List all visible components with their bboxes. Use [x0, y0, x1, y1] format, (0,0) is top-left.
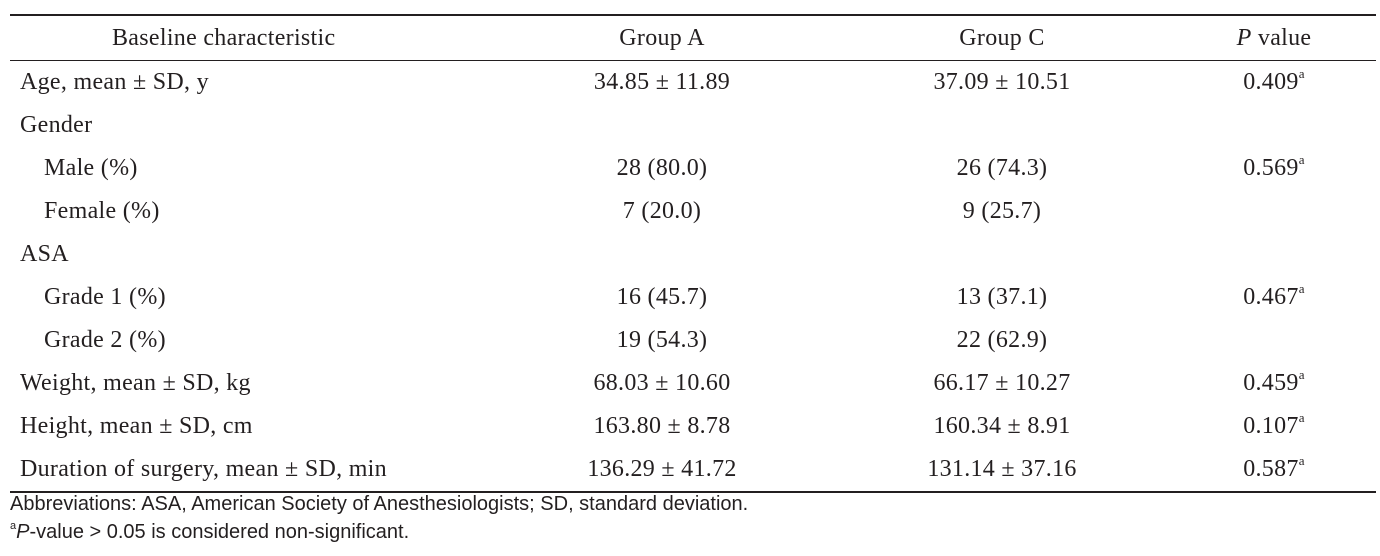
- p-value-number: 0.459: [1243, 370, 1299, 396]
- group-a-value: [492, 104, 832, 147]
- table-row: ASA: [10, 233, 1376, 276]
- header-p-italic: P: [1236, 24, 1252, 51]
- group-c-value: 13 (37.1): [956, 284, 1048, 310]
- row-label: Gender: [20, 112, 93, 138]
- p-value-footnote-mark: a: [1298, 410, 1305, 425]
- group-c-value: 37.09 ± 10.51: [933, 69, 1071, 95]
- p-value-number: 0.587: [1243, 456, 1299, 482]
- p-value-footnote-mark: a: [1298, 66, 1305, 81]
- p-value: 0.107a: [1172, 405, 1376, 448]
- row-label: Weight, mean ± SD, kg: [20, 370, 251, 396]
- row-label: Age, mean ± SD, y: [20, 69, 209, 95]
- p-value: 0.459a: [1172, 362, 1376, 405]
- row-label: Male (%): [44, 155, 138, 181]
- baseline-characteristics-table: Baseline characteristic Group A Group C …: [10, 14, 1376, 493]
- significance-note-text: -value > 0.05 is considered non-signific…: [29, 521, 410, 543]
- group-c-value: 66.17 ± 10.27: [933, 370, 1071, 396]
- group-a-value: [492, 233, 832, 276]
- row-label: Grade 2 (%): [44, 327, 166, 353]
- p-value-footnote-mark: a: [1298, 281, 1305, 296]
- group-a-value: 68.03 ± 10.60: [593, 370, 731, 396]
- row-label: Female (%): [44, 198, 160, 224]
- table-footnotes: Abbreviations: ASA, American Society of …: [10, 490, 748, 546]
- table-row: Male (%) 28 (80.0) 26 (74.3) 0.569a: [10, 147, 1376, 190]
- group-c-value: 22 (62.9): [956, 327, 1048, 353]
- abbreviations-note: Abbreviations: ASA, American Society of …: [10, 493, 749, 515]
- row-label: ASA: [20, 241, 69, 267]
- p-value: [1172, 104, 1376, 147]
- group-c-value: 131.14 ± 37.16: [927, 456, 1077, 482]
- p-value: 0.587a: [1172, 448, 1376, 492]
- p-value-footnote-mark: a: [1298, 367, 1305, 382]
- group-c-value: 9 (25.7): [962, 198, 1042, 224]
- p-value: [1172, 233, 1376, 276]
- group-a-value: 28 (80.0): [616, 155, 708, 181]
- significance-note-p: P: [16, 521, 30, 543]
- group-a-value: 7 (20.0): [622, 198, 702, 224]
- table-row: Grade 2 (%) 19 (54.3) 22 (62.9): [10, 319, 1376, 362]
- p-value: 0.409a: [1172, 61, 1376, 105]
- p-value: [1172, 319, 1376, 362]
- header-characteristic: Baseline characteristic: [112, 24, 336, 51]
- p-value-number: 0.409: [1243, 69, 1299, 95]
- table-row: Height, mean ± SD, cm 163.80 ± 8.78 160.…: [10, 405, 1376, 448]
- table-row: Female (%) 7 (20.0) 9 (25.7): [10, 190, 1376, 233]
- table-row: Gender: [10, 104, 1376, 147]
- group-c-value: [832, 104, 1172, 147]
- p-value-footnote-mark: a: [1298, 152, 1305, 167]
- baseline-table-container: Baseline characteristic Group A Group C …: [10, 14, 1376, 493]
- group-a-value: 163.80 ± 8.78: [593, 413, 731, 439]
- group-c-value: 26 (74.3): [956, 155, 1048, 181]
- p-value-footnote-mark: a: [1298, 453, 1305, 468]
- group-a-value: 136.29 ± 41.72: [587, 456, 737, 482]
- table-row: Duration of surgery, mean ± SD, min 136.…: [10, 448, 1376, 492]
- header-p-value: P value: [1172, 15, 1376, 61]
- group-a-value: 16 (45.7): [616, 284, 708, 310]
- group-a-value: 19 (54.3): [616, 327, 708, 353]
- row-label: Height, mean ± SD, cm: [20, 413, 253, 439]
- significance-note: aP-value > 0.05 is considered non-signif…: [10, 518, 748, 546]
- header-group-c: Group C: [959, 24, 1045, 51]
- row-label: Grade 1 (%): [44, 284, 166, 310]
- header-group-a: Group A: [619, 24, 705, 51]
- table-row: Grade 1 (%) 16 (45.7) 13 (37.1) 0.467a: [10, 276, 1376, 319]
- group-c-value: 160.34 ± 8.91: [933, 413, 1071, 439]
- group-a-value: 34.85 ± 11.89: [593, 69, 731, 95]
- table-row: Age, mean ± SD, y 34.85 ± 11.89 37.09 ± …: [10, 61, 1376, 105]
- header-p-rest: value: [1251, 24, 1312, 51]
- significance-note-mark: a: [10, 520, 17, 532]
- p-value-number: 0.107: [1243, 413, 1299, 439]
- p-value-number: 0.569: [1243, 155, 1299, 181]
- table-row: Weight, mean ± SD, kg 68.03 ± 10.60 66.1…: [10, 362, 1376, 405]
- p-value-number: 0.467: [1243, 284, 1299, 310]
- p-value: 0.467a: [1172, 276, 1376, 319]
- row-label: Duration of surgery, mean ± SD, min: [20, 456, 387, 482]
- table-header-row: Baseline characteristic Group A Group C …: [10, 15, 1376, 61]
- p-value: 0.569a: [1172, 147, 1376, 190]
- group-c-value: [832, 233, 1172, 276]
- p-value: [1172, 190, 1376, 233]
